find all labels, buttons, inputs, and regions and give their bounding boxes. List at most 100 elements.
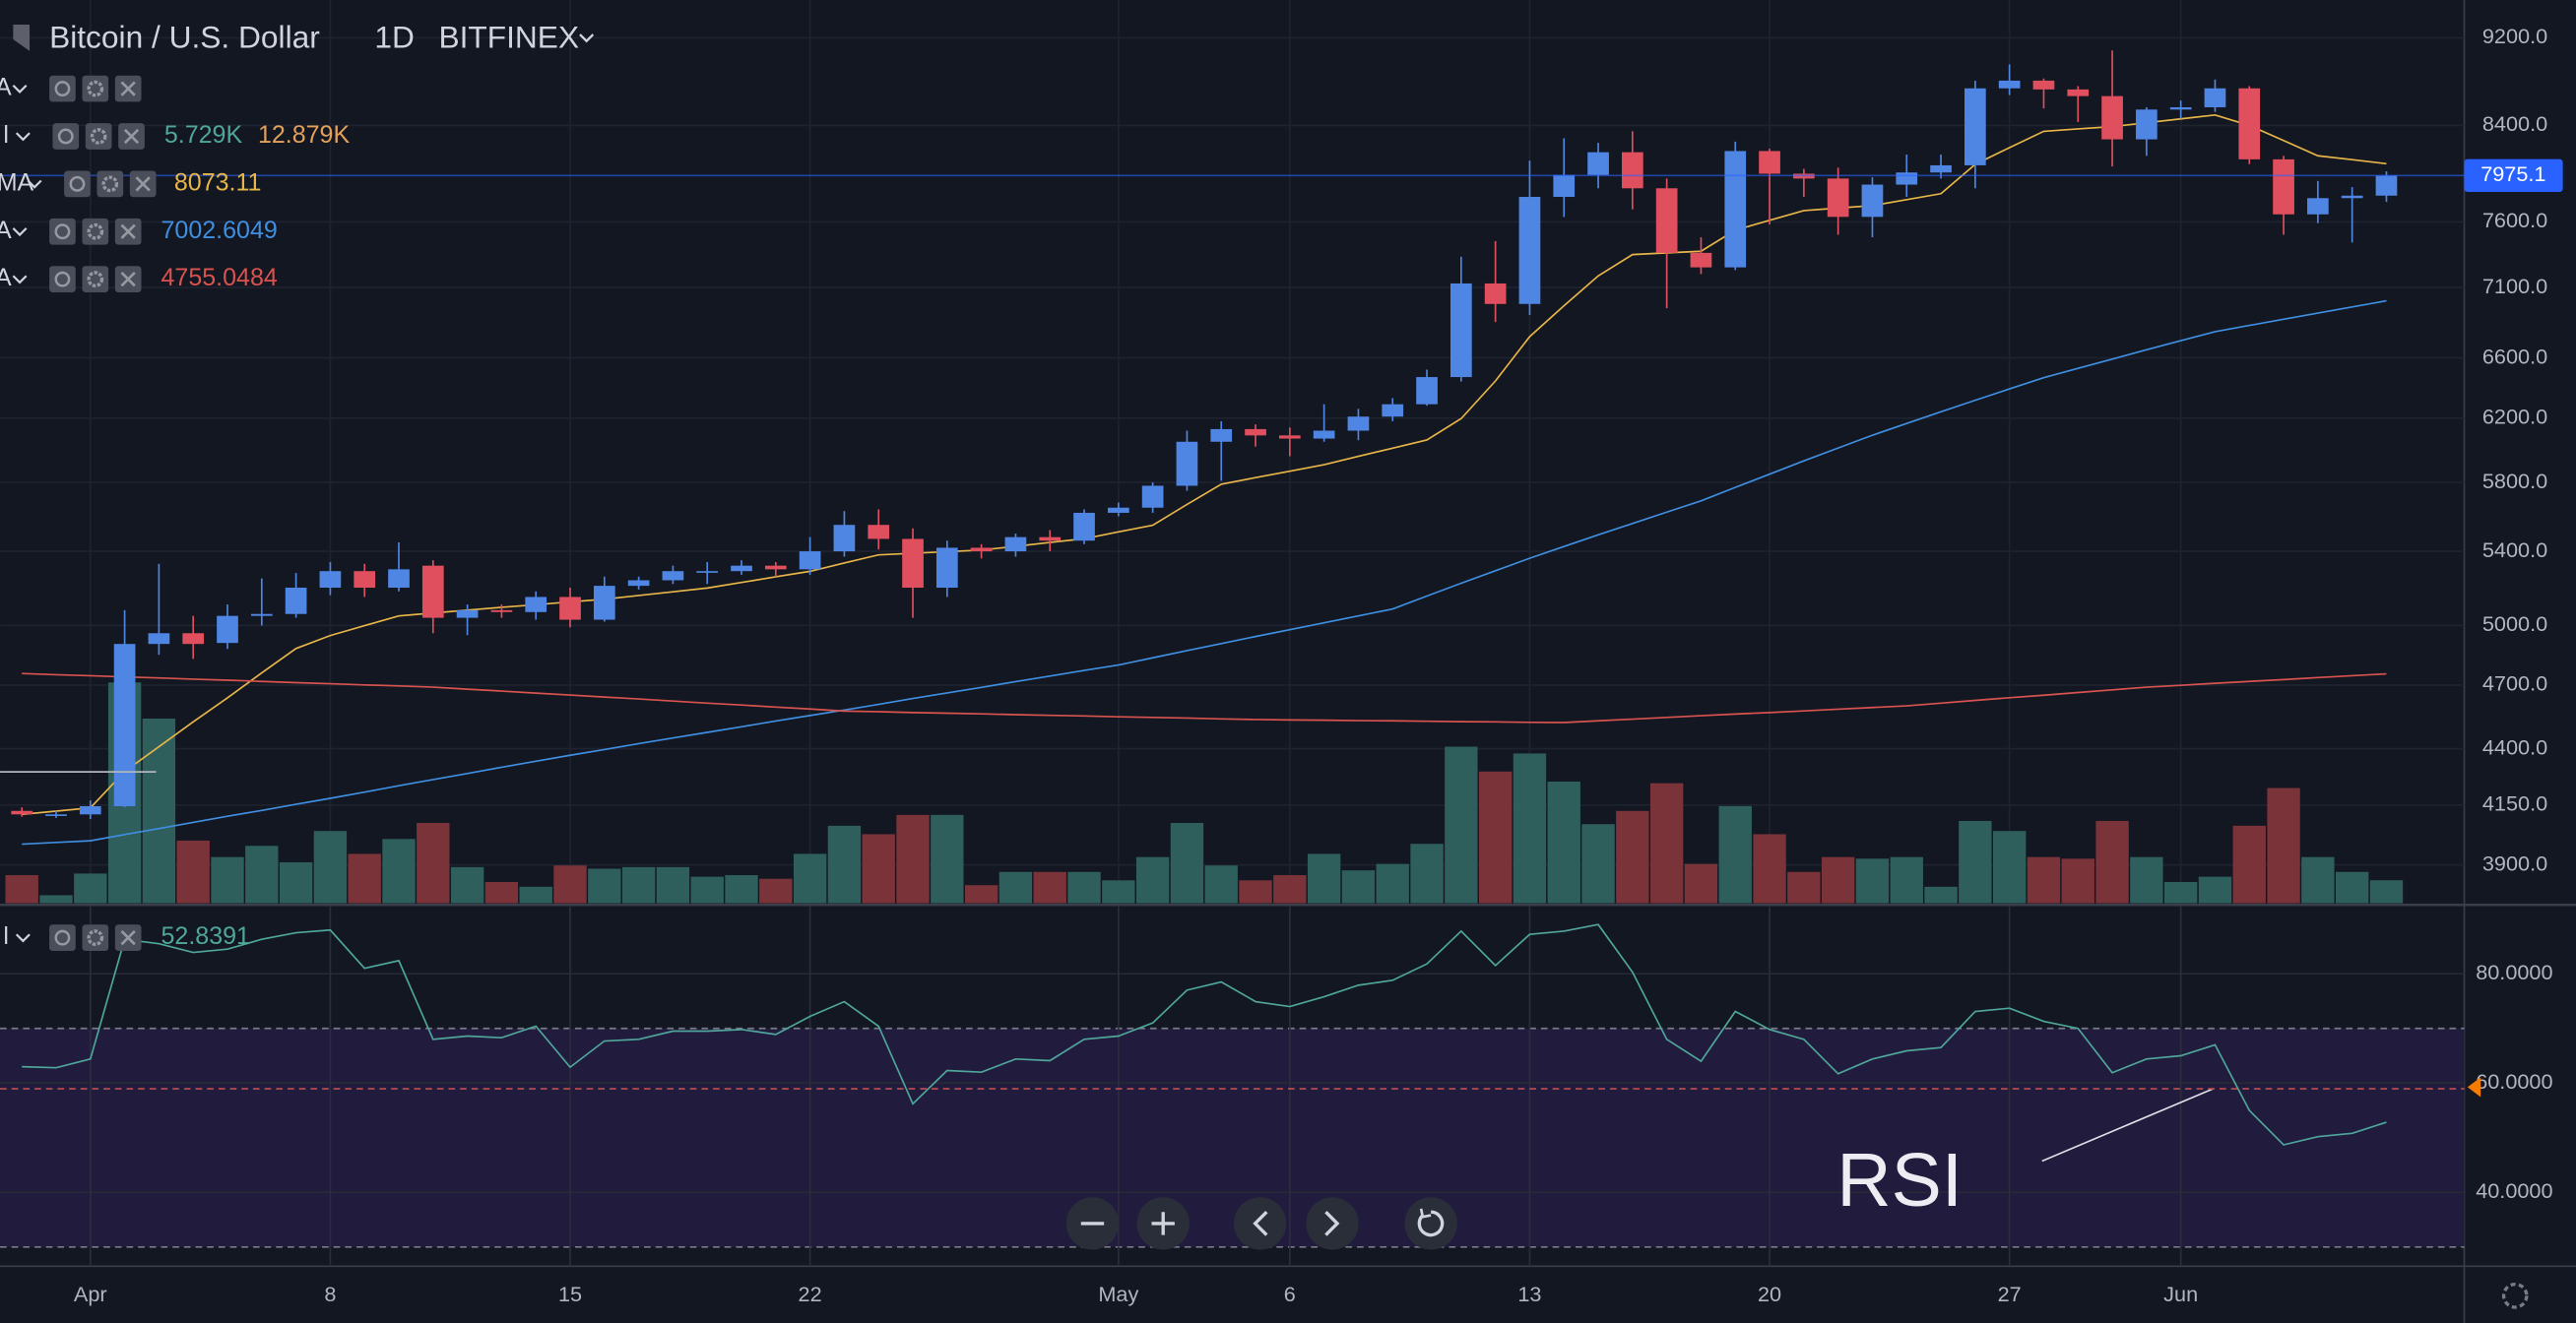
scroll-left-button[interactable] xyxy=(1233,1197,1287,1250)
alert-marker[interactable] xyxy=(2467,1077,2481,1098)
reset-button[interactable] xyxy=(1404,1197,1457,1250)
icon xyxy=(1253,1211,1268,1236)
volume-bar xyxy=(1102,880,1135,904)
candle-body xyxy=(764,565,787,570)
volume-bar xyxy=(1033,871,1066,904)
visibility-toggle[interactable] xyxy=(49,75,76,102)
symbol-flag[interactable] xyxy=(13,25,31,51)
y-tick-label: 6200.0 xyxy=(2482,405,2547,429)
x-tick-label: 15 xyxy=(558,1282,582,1306)
candle-body xyxy=(2067,89,2090,96)
icon xyxy=(1151,1212,1175,1235)
candle-body xyxy=(250,613,273,616)
settings-button[interactable] xyxy=(82,266,109,292)
settings-button[interactable] xyxy=(82,218,109,245)
volume-bar xyxy=(450,866,484,904)
icon xyxy=(120,929,136,946)
legend-name[interactable]: l xyxy=(3,121,9,149)
icon xyxy=(101,175,119,193)
candle-body xyxy=(148,633,170,645)
settings-button[interactable] xyxy=(82,924,109,951)
settings-button[interactable] xyxy=(82,75,109,102)
legend-value: 52.8391 xyxy=(161,922,250,950)
y-tick-label: 6600.0 xyxy=(2482,344,2547,368)
volume-bar xyxy=(725,875,758,904)
candle-body xyxy=(1655,188,1678,253)
exchange[interactable]: BITFINEX xyxy=(438,19,579,54)
candle-body xyxy=(182,633,205,645)
volume-bar xyxy=(1959,820,1992,904)
visibility-toggle[interactable] xyxy=(52,123,80,150)
volume-bar xyxy=(211,856,244,904)
chevron[interactable] xyxy=(12,227,28,237)
scroll-right-button[interactable] xyxy=(1306,1197,1359,1250)
candle-body xyxy=(1896,172,1918,185)
annotation[interactable]: RSI xyxy=(1836,1139,1963,1223)
candle-body xyxy=(2169,106,2192,110)
chevron[interactable] xyxy=(15,132,31,142)
settings-button[interactable] xyxy=(2501,1282,2529,1309)
candle-body xyxy=(1449,283,1472,378)
candle-body xyxy=(1210,428,1233,442)
candle-body xyxy=(1347,416,1370,431)
candle-body xyxy=(2341,195,2363,199)
candle-body xyxy=(1245,428,1266,436)
candle-body xyxy=(627,580,650,587)
icon xyxy=(54,223,71,240)
legend-value: 7002.6049 xyxy=(161,217,278,244)
y-tick-label: 3900.0 xyxy=(2482,850,2547,875)
volume-bar xyxy=(1307,853,1341,904)
settings-button[interactable] xyxy=(97,170,124,198)
chevron[interactable] xyxy=(579,33,595,43)
visibility-toggle[interactable] xyxy=(49,218,76,245)
y-tick-label: 7600.0 xyxy=(2482,208,2547,232)
candle-body xyxy=(1141,485,1164,508)
chevron[interactable] xyxy=(12,84,28,94)
candle-body xyxy=(319,571,342,588)
y-tick-label: 40.0000 xyxy=(2476,1178,2552,1203)
zoom-toolbar xyxy=(1065,1197,1457,1250)
symbol-title[interactable]: Bitcoin / U.S. Dollar xyxy=(49,19,320,54)
legend-name[interactable]: MA xyxy=(0,168,34,196)
rsi-band xyxy=(0,1028,2465,1247)
chevron[interactable] xyxy=(12,275,28,284)
volume-bar xyxy=(2130,856,2163,904)
candle-body xyxy=(1759,151,1780,174)
candle-body xyxy=(79,806,101,815)
visibility-toggle[interactable] xyxy=(64,170,91,198)
candle-body xyxy=(1930,164,1952,173)
candle-body xyxy=(2204,88,2226,107)
candle-body xyxy=(1518,197,1541,304)
settings-button[interactable] xyxy=(85,123,112,150)
interval[interactable]: 1D xyxy=(374,19,415,54)
volume-bar xyxy=(656,866,690,904)
candle-body xyxy=(1484,283,1507,304)
y-tick-label: 60.0000 xyxy=(2476,1069,2552,1094)
legend-name[interactable]: A xyxy=(0,74,12,101)
legend-value: 5.729K xyxy=(164,121,243,149)
icon xyxy=(54,81,71,97)
icon xyxy=(1417,1210,1445,1237)
drawn-trend-line[interactable] xyxy=(2041,1088,2214,1163)
visibility-toggle[interactable] xyxy=(49,924,76,951)
candle-body xyxy=(1827,178,1849,218)
visibility-toggle[interactable] xyxy=(49,266,76,292)
candle-body xyxy=(1861,184,1884,218)
candle-body xyxy=(1176,441,1198,486)
candle-body xyxy=(593,586,615,620)
volume-bar xyxy=(1445,746,1478,904)
legend-name[interactable]: A xyxy=(0,217,12,244)
chevron[interactable] xyxy=(27,179,42,189)
volume-bar xyxy=(2267,788,2300,904)
volume-bar xyxy=(964,885,998,904)
chevron[interactable] xyxy=(15,933,31,943)
icon xyxy=(69,175,86,192)
legend-name[interactable]: A xyxy=(0,264,12,291)
volume-bar xyxy=(5,875,38,904)
legend-name[interactable]: l xyxy=(3,922,9,950)
y-tick-label: 5000.0 xyxy=(2482,611,2547,636)
candle-body xyxy=(1073,512,1095,541)
candle-body xyxy=(2238,88,2261,159)
x-tick-label: 27 xyxy=(1998,1282,2022,1306)
